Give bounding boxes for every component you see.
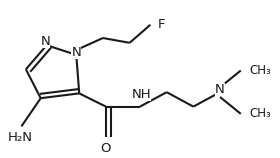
Text: F: F [158, 18, 165, 31]
Text: CH₃: CH₃ [250, 107, 271, 120]
Text: O: O [101, 142, 111, 155]
Text: H₂N: H₂N [8, 131, 32, 144]
Text: NH: NH [132, 88, 151, 101]
Text: CH₃: CH₃ [250, 64, 271, 77]
Text: N: N [71, 46, 81, 59]
Text: N: N [40, 35, 50, 48]
Text: N: N [215, 83, 225, 96]
